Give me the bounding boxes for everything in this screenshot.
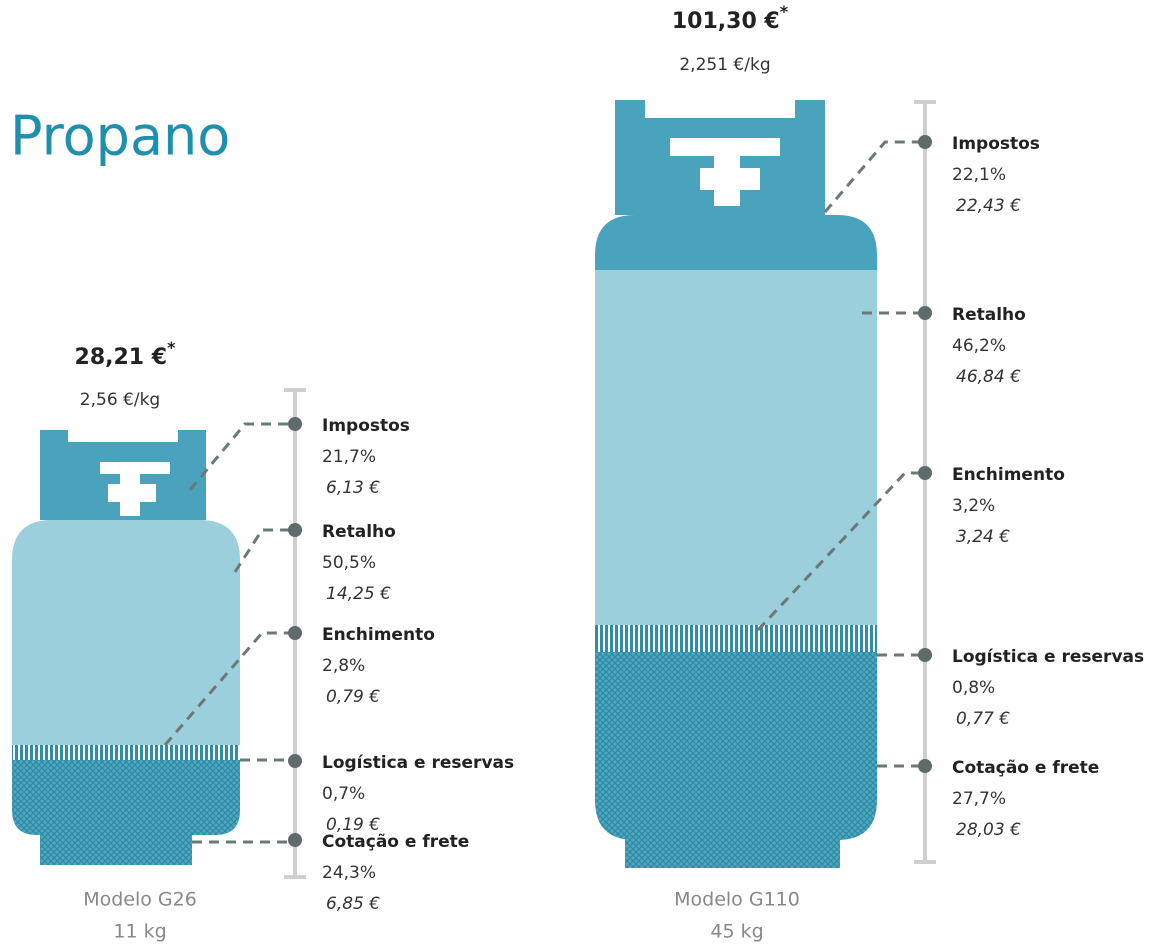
weight: 11 kg (113, 921, 166, 943)
component-percent: 0,7% (322, 784, 365, 804)
leader (756, 471, 920, 632)
component-amount: 28,03 € (956, 820, 1021, 840)
dot (918, 759, 932, 773)
component-amount: 0,19 € (326, 815, 380, 835)
dot (288, 417, 302, 431)
dot (288, 833, 302, 847)
price: 101,30 €* (672, 2, 789, 35)
component-percent: 22,1% (952, 165, 1006, 185)
dot (288, 523, 302, 537)
asterisk: * (167, 338, 176, 357)
component-name: Retalho (322, 522, 396, 542)
price-value: 101,30 € (672, 9, 780, 34)
price-per-kg: 2,251 €/kg (679, 55, 770, 75)
component-name: Enchimento (322, 625, 435, 645)
dot (918, 306, 932, 320)
weight: 45 kg (710, 921, 763, 943)
component-amount: 6,85 € (326, 894, 380, 914)
component-amount: 22,43 € (956, 196, 1021, 216)
price-value: 28,21 € (75, 345, 168, 370)
component-name: Cotação e frete (322, 832, 469, 852)
dot (288, 754, 302, 768)
component-percent: 24,3% (322, 863, 376, 883)
price-per-kg: 2,56 €/kg (80, 390, 160, 410)
component-amount: 0,79 € (326, 687, 380, 707)
component-name: Retalho (952, 305, 1026, 325)
component-name: Cotação e frete (952, 758, 1099, 778)
leader (233, 528, 290, 573)
component-percent: 27,7% (952, 789, 1006, 809)
component-percent: 2,8% (322, 656, 365, 676)
component-percent: 46,2% (952, 336, 1006, 356)
component-name: Impostos (322, 416, 410, 436)
component-name: Impostos (952, 134, 1040, 154)
leader (188, 422, 290, 491)
component-name: Logística e reservas (952, 647, 1144, 667)
component-percent: 21,7% (322, 447, 376, 467)
cylinder-g110 (595, 100, 877, 868)
component-amount: 6,13 € (326, 478, 380, 498)
component-amount: 3,24 € (956, 527, 1010, 547)
dot (918, 135, 932, 149)
component-amount: 0,77 € (956, 709, 1010, 729)
component-percent: 3,2% (952, 496, 995, 516)
component-amount: 14,25 € (326, 584, 391, 604)
component-percent: 50,5% (322, 553, 376, 573)
title: Propano (10, 105, 230, 168)
model: Modelo G26 (83, 889, 197, 911)
component-amount: 46,84 € (956, 367, 1021, 387)
leader (823, 140, 920, 213)
dot (918, 648, 932, 662)
cylinder-g26 (12, 430, 240, 865)
dot (288, 626, 302, 640)
component-percent: 0,8% (952, 678, 995, 698)
asterisk: * (780, 2, 789, 21)
component-name: Enchimento (952, 465, 1065, 485)
component-name: Logística e reservas (322, 753, 514, 773)
dot (918, 466, 932, 480)
price: 28,21 €* (75, 338, 177, 371)
model: Modelo G110 (674, 889, 800, 911)
